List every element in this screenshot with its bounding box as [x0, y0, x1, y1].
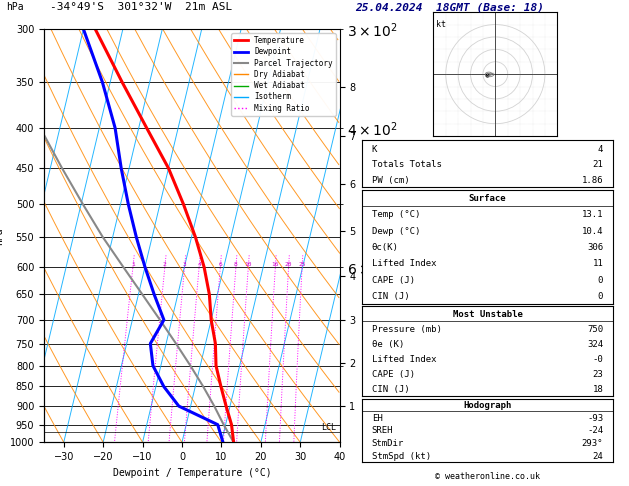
Text: Lifted Index: Lifted Index — [372, 355, 437, 364]
Text: 0: 0 — [598, 292, 603, 301]
Text: hPa: hPa — [6, 2, 24, 13]
Text: 4: 4 — [198, 262, 201, 267]
Text: 24: 24 — [593, 451, 603, 461]
Text: 3: 3 — [182, 262, 186, 267]
Text: 23: 23 — [593, 370, 603, 379]
Text: 306: 306 — [587, 243, 603, 252]
Text: 1.86: 1.86 — [582, 175, 603, 185]
Text: 324: 324 — [587, 340, 603, 349]
Text: -93: -93 — [587, 414, 603, 423]
Text: θc(K): θc(K) — [372, 243, 399, 252]
Text: Surface: Surface — [469, 194, 506, 203]
Legend: Temperature, Dewpoint, Parcel Trajectory, Dry Adiabat, Wet Adiabat, Isotherm, Mi: Temperature, Dewpoint, Parcel Trajectory… — [231, 33, 336, 116]
Text: LCL: LCL — [321, 423, 336, 432]
Text: Totals Totals: Totals Totals — [372, 160, 442, 169]
Y-axis label: hPa: hPa — [0, 227, 4, 244]
Text: © weatheronline.co.uk: © weatheronline.co.uk — [435, 472, 540, 481]
Text: CAPE (J): CAPE (J) — [372, 370, 415, 379]
Text: 13.1: 13.1 — [582, 210, 603, 219]
Text: SREH: SREH — [372, 426, 393, 435]
Text: Temp (°C): Temp (°C) — [372, 210, 420, 219]
Text: 750: 750 — [587, 325, 603, 334]
Text: PW (cm): PW (cm) — [372, 175, 409, 185]
Text: 10: 10 — [245, 262, 252, 267]
Text: Pressure (mb): Pressure (mb) — [372, 325, 442, 334]
Text: Dewp (°C): Dewp (°C) — [372, 226, 420, 236]
Text: θe (K): θe (K) — [372, 340, 404, 349]
Y-axis label: km
ASL: km ASL — [415, 236, 432, 257]
Text: 0: 0 — [598, 276, 603, 285]
Text: StmSpd (kt): StmSpd (kt) — [372, 451, 431, 461]
Text: 20: 20 — [285, 262, 292, 267]
Text: 11: 11 — [593, 259, 603, 268]
Text: kt: kt — [436, 19, 446, 29]
Text: Hodograph: Hodograph — [464, 401, 511, 410]
Text: 1: 1 — [131, 262, 135, 267]
Text: CAPE (J): CAPE (J) — [372, 276, 415, 285]
Text: 21: 21 — [593, 160, 603, 169]
Text: CIN (J): CIN (J) — [372, 385, 409, 394]
Text: Lifted Index: Lifted Index — [372, 259, 437, 268]
Text: -0: -0 — [593, 355, 603, 364]
Text: 6: 6 — [218, 262, 222, 267]
Text: 8: 8 — [234, 262, 238, 267]
Text: EH: EH — [372, 414, 382, 423]
Text: Most Unstable: Most Unstable — [452, 310, 523, 319]
Text: -24: -24 — [587, 426, 603, 435]
Text: 2: 2 — [163, 262, 167, 267]
Text: 18: 18 — [593, 385, 603, 394]
Text: K: K — [372, 144, 377, 154]
Text: 4: 4 — [598, 144, 603, 154]
X-axis label: Dewpoint / Temperature (°C): Dewpoint / Temperature (°C) — [113, 468, 271, 478]
Text: 25: 25 — [298, 262, 306, 267]
Text: 293°: 293° — [582, 439, 603, 448]
Text: 16: 16 — [272, 262, 279, 267]
Text: 10.4: 10.4 — [582, 226, 603, 236]
Text: -34°49'S  301°32'W  21m ASL: -34°49'S 301°32'W 21m ASL — [50, 2, 233, 13]
Text: CIN (J): CIN (J) — [372, 292, 409, 301]
Text: 25.04.2024  18GMT (Base: 18): 25.04.2024 18GMT (Base: 18) — [355, 2, 544, 13]
Text: StmDir: StmDir — [372, 439, 404, 448]
